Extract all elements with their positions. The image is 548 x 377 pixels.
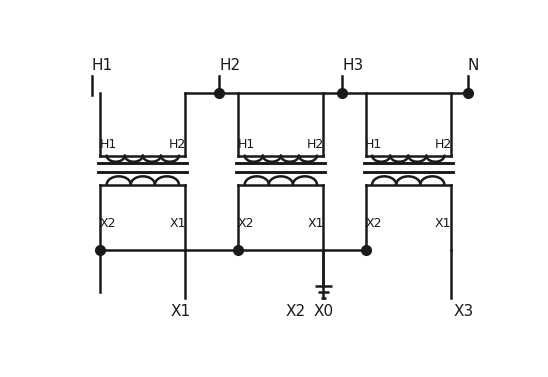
Text: H2: H2 xyxy=(435,138,452,151)
Text: H1: H1 xyxy=(92,58,113,73)
Text: X3: X3 xyxy=(453,303,473,319)
Text: H3: H3 xyxy=(342,58,364,73)
Text: X1: X1 xyxy=(307,216,324,230)
Text: H1: H1 xyxy=(365,138,382,151)
Text: X1: X1 xyxy=(169,216,186,230)
Text: H1: H1 xyxy=(237,138,255,151)
Text: H2: H2 xyxy=(307,138,324,151)
Text: H2: H2 xyxy=(219,58,241,73)
Text: N: N xyxy=(467,58,479,73)
Text: H2: H2 xyxy=(169,138,186,151)
Text: X2: X2 xyxy=(286,303,306,319)
Text: X2: X2 xyxy=(100,216,116,230)
Text: X1: X1 xyxy=(171,303,191,319)
Text: X2: X2 xyxy=(365,216,382,230)
Text: X1: X1 xyxy=(435,216,452,230)
Text: X0: X0 xyxy=(313,303,333,319)
Text: H1: H1 xyxy=(99,138,117,151)
Text: X2: X2 xyxy=(238,216,254,230)
